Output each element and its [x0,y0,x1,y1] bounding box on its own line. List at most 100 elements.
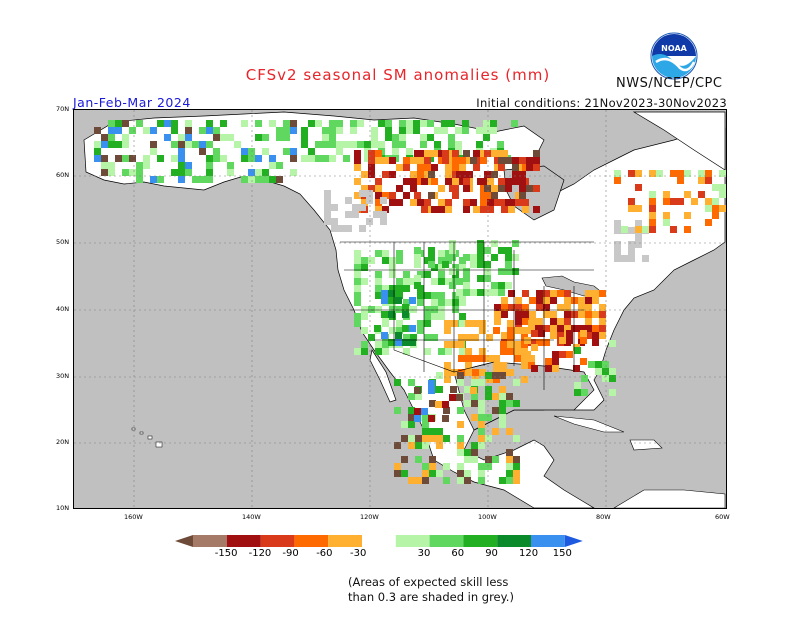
anomaly-cell [585,304,592,311]
anomaly-cell [213,134,220,141]
anomaly-cell [401,421,408,428]
anomaly-cell [484,275,491,282]
anomaly-cell [491,289,498,296]
anomaly-cell [429,470,436,477]
anomaly-cell [477,275,484,282]
anomaly-cell [276,176,283,183]
anomaly-cell [352,211,359,218]
anomaly-cell [331,204,338,211]
anomaly-cell [441,120,448,127]
anomaly-cell [366,190,373,197]
anomaly-cell [248,155,255,162]
anomaly-cell [484,289,491,296]
anomaly-cell [381,332,388,339]
anomaly-cell [505,157,512,164]
anomaly-cell [522,199,529,206]
anomaly-cell [484,268,491,275]
anomaly-cell [392,141,399,148]
anomaly-cell [513,400,520,407]
anomaly-cell [375,278,382,285]
anomaly-cell [443,463,450,470]
anomaly-cell [663,212,670,219]
anomaly-cell [459,257,466,264]
anomaly-cell [206,155,213,162]
anomaly-cell [324,197,331,204]
anomaly-cell [443,435,450,442]
anomaly-cell [94,127,101,134]
anomaly-cell [424,348,431,355]
legend-tick-label: -60 [316,548,333,559]
anomaly-cell [501,206,508,213]
anomaly-cell [414,192,421,199]
anomaly-cell [413,127,420,134]
anomaly-cell [336,148,343,155]
anomaly-cell [227,169,234,176]
anomaly-cell [521,341,528,348]
anomaly-cell [420,120,427,127]
anomaly-cell [122,120,129,127]
anomaly-cell [512,268,519,275]
anomaly-cell [478,435,485,442]
anomaly-cell [357,120,364,127]
anomaly-cell [269,176,276,183]
anomaly-cell [308,120,315,127]
anomaly-cell [414,415,421,422]
anomaly-cell [451,369,458,376]
anomaly-cell [452,178,459,185]
anomaly-cell [477,261,484,268]
anomaly-cell [698,191,705,198]
lat-label: 10N [56,504,70,512]
anomaly-cell [492,428,499,435]
anomaly-cell [550,332,557,339]
anomaly-cell [375,199,382,206]
anomaly-cell [628,198,635,205]
anomaly-cell [361,171,368,178]
anomaly-cell [512,178,519,185]
anomaly-cell [354,150,361,157]
anomaly-cell [417,199,424,206]
anomaly-cell [493,376,500,383]
anomaly-cell [507,369,514,376]
anomaly-cell [449,254,456,261]
anomaly-cell [471,456,478,463]
anomaly-cell [470,289,477,296]
anomaly-cell [485,463,492,470]
anomaly-cell [557,325,564,332]
anomaly-cell [506,470,513,477]
skill-note: (Areas of expected skill less than 0.3 a… [348,575,514,605]
anomaly-cell [380,197,387,204]
anomaly-cell [385,120,392,127]
anomaly-cell [663,191,670,198]
anomaly-cell [492,393,499,400]
anomaly-cell [592,339,599,346]
anomaly-cell [472,334,479,341]
anomaly-cell [506,477,513,484]
anomaly-cell [129,169,136,176]
anomaly-cell [677,170,684,177]
anomaly-cell [550,325,557,332]
anomaly-cell [444,362,451,369]
anomaly-cell [515,311,522,318]
anomaly-cell [94,141,101,148]
anomaly-cell [483,120,490,127]
anomaly-cell [465,320,472,327]
anomaly-cell [501,150,508,157]
anomaly-cell [484,261,491,268]
anomaly-cell [459,178,466,185]
anomaly-cell [368,150,375,157]
anomaly-cell [389,257,396,264]
anomaly-cell [269,120,276,127]
anomaly-cell [492,407,499,414]
graticule [74,110,726,508]
anomaly-cell [480,185,487,192]
anomaly-cell [143,127,150,134]
anomaly-cell [375,185,382,192]
anomaly-cell [324,204,331,211]
anomaly-cell [442,150,449,157]
anomaly-cell [566,330,573,337]
anomaly-cell [428,247,435,254]
anomaly-cell [479,320,486,327]
anomaly-cell [479,348,486,355]
anomaly-cell [452,192,459,199]
anomaly-cell [382,320,389,327]
